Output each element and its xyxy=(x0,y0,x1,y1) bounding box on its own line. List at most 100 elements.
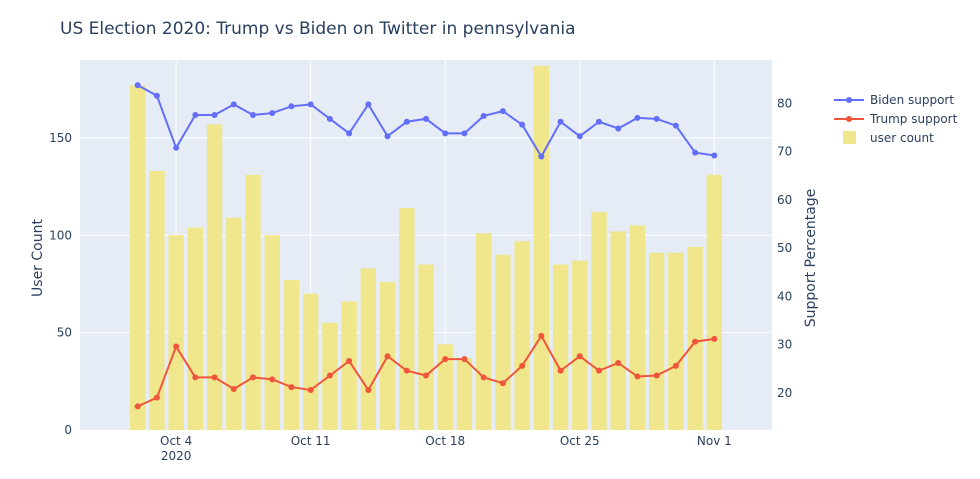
bar-user-count[interactable] xyxy=(456,357,473,430)
legend[interactable]: Biden support Trump support user count xyxy=(834,93,958,145)
point-trump-support[interactable] xyxy=(442,356,449,363)
bar-user-count[interactable] xyxy=(226,217,242,430)
point-trump-support[interactable] xyxy=(692,338,699,345)
point-trump-support[interactable] xyxy=(576,353,583,360)
bar-user-count[interactable] xyxy=(668,252,684,430)
point-trump-support[interactable] xyxy=(307,386,314,393)
point-biden-support[interactable] xyxy=(192,111,199,118)
point-biden-support[interactable] xyxy=(365,101,372,108)
point-biden-support[interactable] xyxy=(423,115,429,122)
point-trump-support[interactable] xyxy=(634,373,641,380)
point-trump-support[interactable] xyxy=(596,367,602,374)
point-trump-support[interactable] xyxy=(326,372,333,379)
point-biden-support[interactable] xyxy=(442,130,449,137)
bar-user-count[interactable] xyxy=(648,252,665,430)
bar-user-count[interactable] xyxy=(149,171,165,430)
point-trump-support[interactable] xyxy=(230,385,237,392)
x-tick-label: Oct 18 xyxy=(425,434,465,448)
bar-user-count[interactable] xyxy=(206,124,223,431)
point-trump-support[interactable] xyxy=(538,332,545,339)
bar-user-count[interactable] xyxy=(418,264,434,430)
point-biden-support[interactable] xyxy=(653,115,660,122)
point-trump-support[interactable] xyxy=(403,367,410,374)
point-trump-support[interactable] xyxy=(173,343,180,350)
bar-user-count[interactable] xyxy=(514,241,530,430)
bar-user-count[interactable] xyxy=(437,344,453,430)
point-biden-support[interactable] xyxy=(173,144,180,151)
bar-user-count[interactable] xyxy=(591,211,607,430)
point-biden-support[interactable] xyxy=(672,122,679,129)
bar-user-count[interactable] xyxy=(706,174,723,430)
point-biden-support[interactable] xyxy=(615,125,622,132)
bar-user-count[interactable] xyxy=(495,254,511,430)
bar-user-count[interactable] xyxy=(552,264,569,430)
point-biden-support[interactable] xyxy=(499,108,506,115)
bar-user-count[interactable] xyxy=(302,293,319,430)
point-trump-support[interactable] xyxy=(672,362,679,369)
point-biden-support[interactable] xyxy=(538,153,545,160)
point-biden-support[interactable] xyxy=(307,101,314,108)
legend-item-biden[interactable]: Biden support xyxy=(834,93,954,107)
point-biden-support[interactable] xyxy=(211,111,218,118)
point-biden-support[interactable] xyxy=(403,118,410,125)
x-tick-label: Oct 4 xyxy=(160,434,192,448)
bar-user-count[interactable] xyxy=(264,235,280,430)
point-biden-support[interactable] xyxy=(326,115,333,122)
point-trump-support[interactable] xyxy=(423,372,429,379)
point-trump-support[interactable] xyxy=(519,362,526,369)
y-left-tick-label: 100 xyxy=(49,228,72,242)
point-trump-support[interactable] xyxy=(211,374,218,381)
point-biden-support[interactable] xyxy=(269,110,276,117)
point-trump-support[interactable] xyxy=(615,359,622,366)
bar-user-count[interactable] xyxy=(399,208,415,430)
point-biden-support[interactable] xyxy=(557,118,564,125)
point-biden-support[interactable] xyxy=(480,112,487,119)
point-trump-support[interactable] xyxy=(384,353,391,360)
bar-user-count[interactable] xyxy=(341,301,357,430)
point-trump-support[interactable] xyxy=(653,372,660,379)
legend-biden-label: Biden support xyxy=(870,93,954,107)
point-biden-support[interactable] xyxy=(692,149,699,156)
bar-user-count[interactable] xyxy=(533,65,550,430)
bar-user-count[interactable] xyxy=(283,280,300,430)
point-trump-support[interactable] xyxy=(288,384,295,391)
point-trump-support[interactable] xyxy=(134,403,141,410)
legend-item-trump[interactable]: Trump support xyxy=(834,112,958,126)
point-biden-support[interactable] xyxy=(596,118,602,125)
legend-item-user-count[interactable]: user count xyxy=(843,131,934,145)
bar-user-count[interactable] xyxy=(610,231,626,430)
bar-user-count[interactable] xyxy=(168,235,184,430)
point-trump-support[interactable] xyxy=(480,374,487,381)
bar-user-count[interactable] xyxy=(475,233,492,430)
point-biden-support[interactable] xyxy=(153,92,160,99)
bar-user-count[interactable] xyxy=(629,225,646,430)
point-trump-support[interactable] xyxy=(192,374,199,381)
point-trump-support[interactable] xyxy=(269,376,276,383)
point-trump-support[interactable] xyxy=(557,367,564,374)
bar-user-count[interactable] xyxy=(129,85,146,430)
point-biden-support[interactable] xyxy=(346,130,353,137)
point-biden-support[interactable] xyxy=(384,133,391,140)
y-left-tick-label: 50 xyxy=(57,326,72,340)
bar-user-count[interactable] xyxy=(360,268,377,430)
point-biden-support[interactable] xyxy=(576,133,583,140)
point-biden-support[interactable] xyxy=(711,152,718,159)
point-biden-support[interactable] xyxy=(134,82,141,89)
point-biden-support[interactable] xyxy=(461,130,468,137)
bar-user-count[interactable] xyxy=(572,260,588,430)
point-trump-support[interactable] xyxy=(346,358,353,365)
point-biden-support[interactable] xyxy=(519,121,526,128)
point-trump-support[interactable] xyxy=(250,374,256,381)
point-biden-support[interactable] xyxy=(288,103,295,110)
point-trump-support[interactable] xyxy=(461,356,468,363)
bar-user-count[interactable] xyxy=(245,174,261,430)
point-biden-support[interactable] xyxy=(250,111,256,118)
point-trump-support[interactable] xyxy=(499,380,506,387)
point-biden-support[interactable] xyxy=(634,114,641,121)
point-trump-support[interactable] xyxy=(153,394,160,401)
bar-user-count[interactable] xyxy=(687,246,703,430)
bar-user-count[interactable] xyxy=(187,227,204,430)
point-biden-support[interactable] xyxy=(230,101,237,108)
point-trump-support[interactable] xyxy=(365,386,372,393)
point-trump-support[interactable] xyxy=(711,335,718,342)
